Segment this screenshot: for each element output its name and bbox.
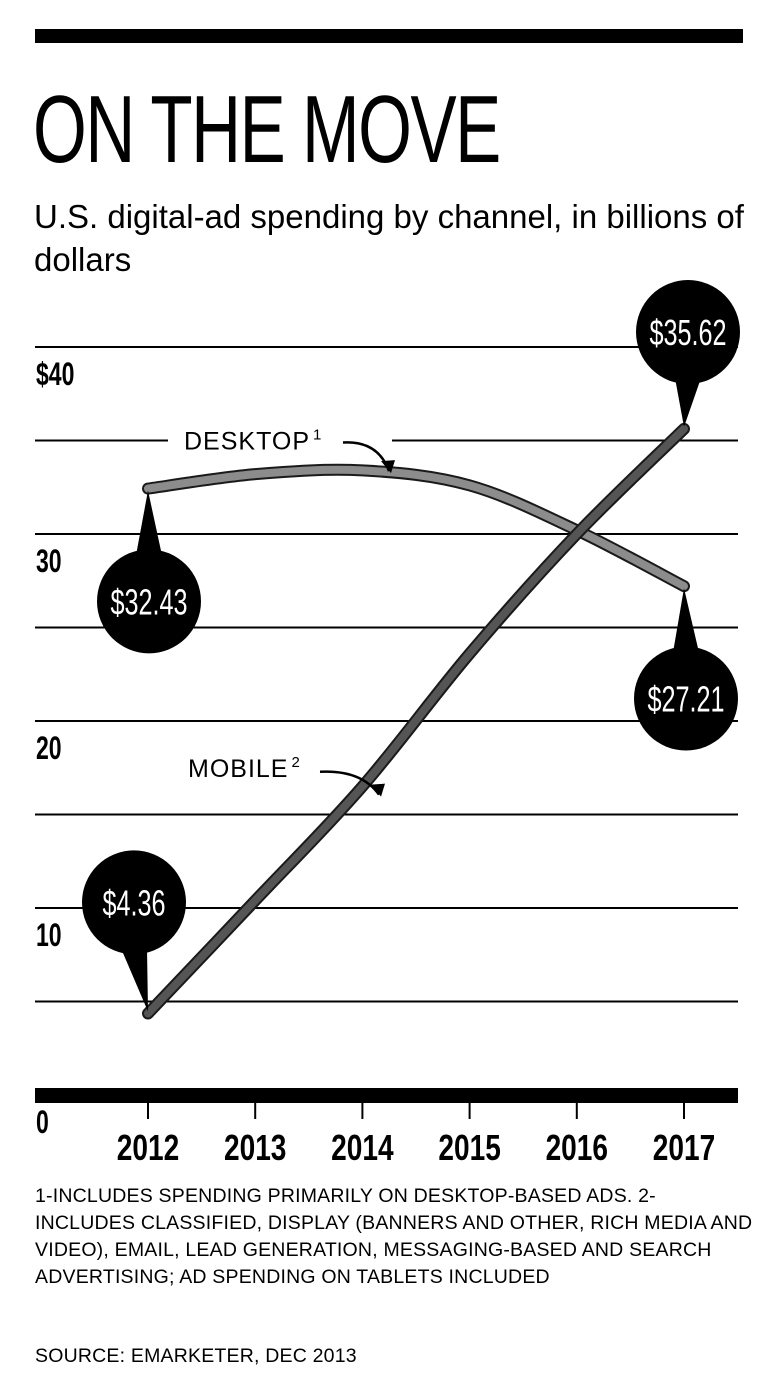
callout-bubble (97, 549, 201, 654)
mobile-footnote-marker: 2 (291, 754, 300, 771)
callout-value-label: $4.36 (102, 883, 165, 924)
x-tick-label: 2015 (438, 1128, 500, 1168)
line-chart: 2012 2013 2014 2015 2016 2017 $40 30 20 10 0 DESKTO… (35, 280, 740, 1168)
desktop-footnote-marker: 1 (313, 427, 322, 444)
mobile-leader-arrowhead (371, 783, 385, 797)
callout-pointer (121, 948, 148, 1012)
callout-desktop-2017: $27.21 (634, 588, 738, 751)
callout-value-label: $27.21 (647, 679, 724, 720)
x-axis-baseline (35, 1088, 738, 1103)
callout-mobile-2012: $4.36 (82, 850, 186, 1012)
top-rule (35, 29, 743, 43)
mobile-series-label: MOBILE 2 (188, 754, 301, 783)
callout-mobile-2017: $35.62 (636, 280, 740, 427)
x-tick-label: 2016 (546, 1128, 608, 1168)
desktop-line (144, 465, 688, 591)
y-tick-label: 30 (36, 543, 62, 579)
mobile-line (144, 424, 688, 1018)
callout-desktop-2012: $32.43 (97, 490, 201, 654)
callout-pointer (673, 588, 699, 653)
desktop-line-outline (142, 463, 690, 593)
x-tick-label: 2014 (331, 1128, 393, 1168)
x-tick-label: 2017 (653, 1128, 715, 1168)
desktop-series-label: DESKTOP 1 (184, 427, 322, 456)
callout-value-label: $32.43 (110, 582, 187, 623)
grid-lines (35, 346, 738, 1003)
desktop-leader-arrowhead (381, 460, 395, 474)
footnote: 1-INCLUDES SPENDING PRIMARILY ON DESKTOP… (35, 1185, 753, 1288)
y-tick-label: 10 (36, 917, 62, 953)
y-tick-label: 0 (36, 1104, 49, 1140)
callout-value-label: $35.62 (649, 313, 726, 354)
callout-bubble (636, 280, 740, 385)
callout-pointer (675, 378, 701, 427)
x-tick-label: 2013 (224, 1128, 286, 1168)
callout-bubble (634, 646, 738, 751)
mobile-leader-line (319, 770, 381, 796)
callout-bubble (82, 850, 186, 955)
x-tick-label: 2012 (117, 1128, 179, 1168)
y-tick-label: 20 (36, 730, 62, 766)
chart-subtitle: U.S. digital-ad spending by channel, in … (34, 198, 744, 278)
chart-title: ON THE MOVE (33, 76, 501, 183)
callout-pointer (136, 490, 162, 556)
y-tick-label: $40 (36, 356, 74, 392)
source-note: SOURCE: EMARKETER, DEC 2013 (35, 1345, 357, 1367)
